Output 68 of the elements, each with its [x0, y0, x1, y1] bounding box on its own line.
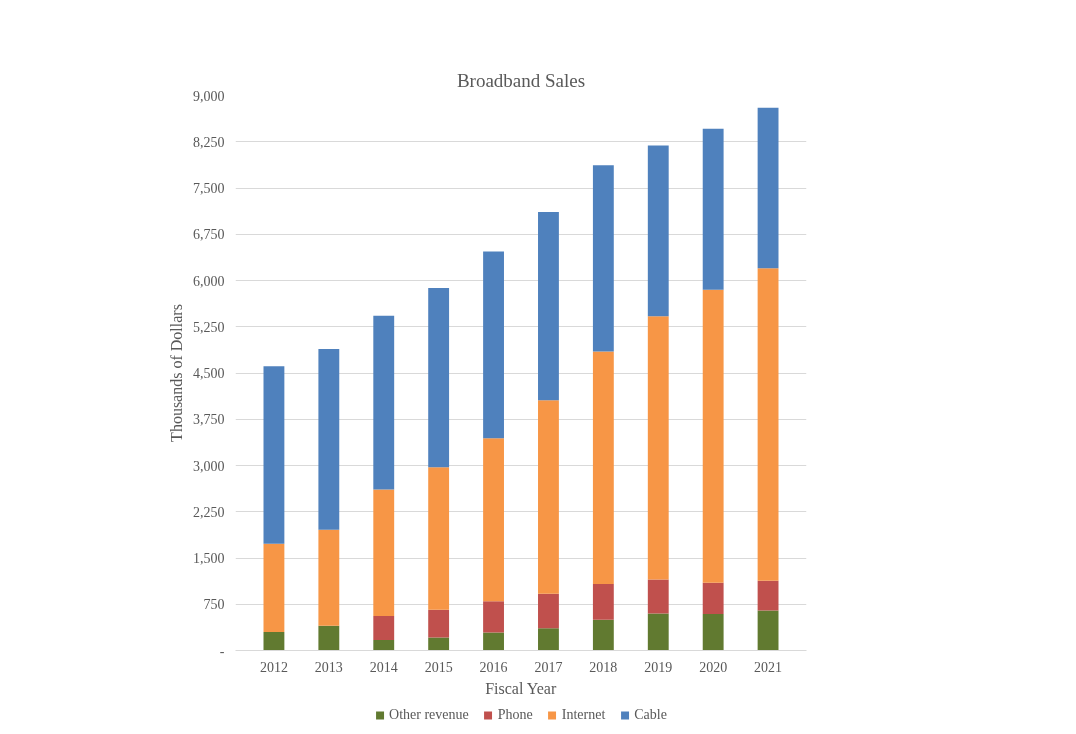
x-tick-label: 2015: [424, 659, 453, 675]
bar: [318, 529, 340, 626]
legend-label: Other revenue: [389, 707, 469, 723]
bar: [592, 351, 614, 584]
y-tick-label: 3,750: [193, 412, 225, 428]
bar: [538, 212, 559, 401]
bar: [757, 268, 779, 581]
bar: [373, 615, 395, 641]
x-tick-label: 2013: [314, 659, 343, 675]
bar: [428, 287, 450, 468]
bar: [483, 601, 504, 633]
bar: [318, 625, 340, 651]
y-tick-label: 750: [203, 597, 225, 613]
y-tick-label: 3,000: [193, 458, 225, 474]
bar: [263, 543, 285, 632]
y-tick-label: 1,500: [193, 551, 225, 566]
x-tick-label: 2018: [589, 659, 618, 675]
bar: [647, 145, 669, 317]
x-tick-label: 2017: [534, 659, 563, 675]
legend-label: Cable: [634, 707, 667, 723]
y-tick-label: 6,750: [193, 227, 225, 243]
bar: [757, 107, 779, 269]
y-tick-label: 4,500: [193, 366, 225, 381]
bar: [757, 610, 779, 651]
bar: [592, 165, 614, 352]
x-tick-label: 2021: [754, 659, 783, 675]
x-tick-label: 2020: [699, 659, 728, 675]
bar: [702, 128, 724, 290]
y-tick-label: 2,250: [193, 504, 225, 520]
bar: [373, 489, 395, 616]
bar: [647, 613, 669, 651]
chart-title: Broadband Sales: [456, 69, 586, 91]
bar: [483, 251, 504, 439]
bar: [263, 366, 285, 544]
x-tick-label: 2014: [369, 659, 398, 675]
bar: [428, 467, 450, 610]
bar: [702, 614, 724, 651]
y-tick-label: 9,000: [193, 88, 225, 104]
bar: [538, 400, 559, 594]
bar: [263, 632, 285, 651]
x-tick-label: 2012: [259, 659, 288, 675]
bar: [428, 637, 450, 651]
x-tick-label: 2019: [644, 659, 673, 675]
bar: [318, 348, 340, 530]
bar: [428, 609, 450, 638]
bar: [592, 583, 614, 620]
y-tick-label: 8,250: [193, 134, 225, 150]
bar: [702, 582, 724, 615]
bar: [647, 579, 669, 614]
y-tick-label: 6,000: [193, 273, 225, 289]
bar: [483, 632, 504, 651]
bar: [373, 640, 395, 651]
bar: [538, 593, 559, 629]
y-axis-title: Thousands of Dollars: [168, 304, 185, 442]
legend-label: Phone: [497, 707, 533, 723]
bar: [757, 580, 779, 611]
y-tick-label: 5,250: [193, 319, 225, 335]
bar: [702, 289, 724, 583]
x-tick-label: 2016: [479, 659, 508, 675]
bar: [373, 315, 395, 490]
x-axis-title: Fiscal Year: [485, 679, 557, 697]
bar: [647, 316, 669, 580]
bar: [538, 628, 559, 651]
bar: [483, 438, 504, 602]
bar: [592, 619, 614, 651]
legend-label: Internet: [561, 707, 606, 723]
y-tick-label: -: [219, 643, 225, 659]
y-tick-label: 7,500: [193, 181, 225, 196]
